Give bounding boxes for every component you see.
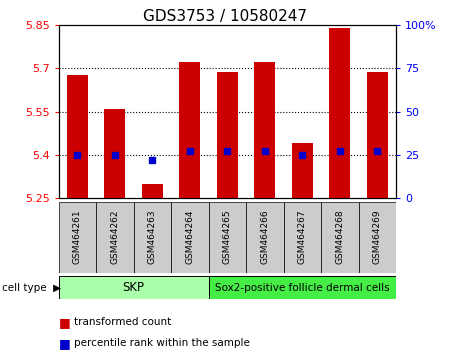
Text: GSM464265: GSM464265: [223, 210, 232, 264]
Text: GSM464267: GSM464267: [298, 210, 307, 264]
FancyBboxPatch shape: [246, 202, 284, 273]
Text: Sox2-positive follicle dermal cells: Sox2-positive follicle dermal cells: [215, 282, 390, 293]
Bar: [292, 143, 313, 198]
Text: ■: ■: [58, 316, 70, 329]
FancyBboxPatch shape: [134, 202, 171, 273]
Text: GSM464264: GSM464264: [185, 210, 194, 264]
Bar: [180, 62, 200, 198]
Text: SKP: SKP: [122, 281, 144, 294]
Bar: [142, 184, 162, 198]
Bar: [329, 28, 350, 198]
FancyBboxPatch shape: [359, 202, 396, 273]
Text: GDS3753 / 10580247: GDS3753 / 10580247: [143, 9, 307, 24]
Text: percentile rank within the sample: percentile rank within the sample: [74, 338, 250, 348]
Text: cell type  ▶: cell type ▶: [2, 282, 61, 293]
Text: GSM464261: GSM464261: [73, 210, 82, 264]
Text: ■: ■: [58, 337, 70, 350]
FancyBboxPatch shape: [96, 202, 134, 273]
Text: GSM464266: GSM464266: [260, 210, 269, 264]
Bar: [254, 62, 275, 198]
Text: GSM464262: GSM464262: [110, 210, 119, 264]
Bar: [367, 73, 387, 198]
Text: GSM464269: GSM464269: [373, 210, 382, 264]
FancyBboxPatch shape: [171, 202, 208, 273]
FancyBboxPatch shape: [58, 276, 208, 299]
Bar: [67, 75, 88, 198]
Bar: [217, 73, 238, 198]
Text: transformed count: transformed count: [74, 317, 171, 327]
Bar: [104, 109, 125, 198]
Text: GSM464263: GSM464263: [148, 210, 157, 264]
FancyBboxPatch shape: [321, 202, 359, 273]
FancyBboxPatch shape: [284, 202, 321, 273]
FancyBboxPatch shape: [208, 276, 396, 299]
FancyBboxPatch shape: [58, 202, 96, 273]
Text: GSM464268: GSM464268: [335, 210, 344, 264]
FancyBboxPatch shape: [208, 202, 246, 273]
